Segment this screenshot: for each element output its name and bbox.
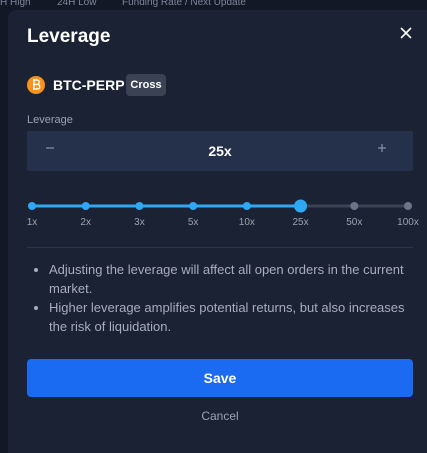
stop-label: 3x [134,217,145,228]
note: Adjusting the leverage will affect all o… [49,260,407,298]
slider-stop [242,202,251,210]
stop-label: 100x [397,217,419,228]
stop-label: 2x [80,217,91,228]
stop-label: 50x [346,217,362,228]
note: Higher leverage amplifies potential retu… [49,298,407,336]
stop-label: 10x [239,217,255,228]
divider [27,247,413,248]
slider-stop [350,202,359,210]
btc-icon [27,76,45,94]
cancel-button[interactable]: Cancel [201,409,239,423]
header-label: H High [0,0,31,8]
slider-stop [81,202,90,210]
header-label: Funding Rate / Next Update [122,0,246,8]
header-label: 24H Low [57,0,97,8]
close-icon[interactable] [400,27,412,39]
leverage-value: 25x [208,143,232,159]
stop-label: 5x [188,217,199,228]
slider-stop [135,202,144,210]
slider-thumb [294,199,308,213]
slider-stop [28,202,36,210]
stop-label: 1x [27,217,38,228]
save-button[interactable]: Save [27,359,413,397]
slider-stop [404,202,412,210]
notes: Adjusting the leverage will affect all o… [27,260,407,336]
leverage-input[interactable] [27,131,413,171]
asset-symbol: BTC-PERP [53,77,125,93]
plus-icon[interactable] [378,144,386,152]
slider[interactable]: 1x 2x 3x 5x 10x 25x 50x 100x [27,199,419,229]
field-label: Leverage [27,114,73,126]
modal: Leverage BTC-PERP Cross Leverage 25x Adj… [8,10,427,453]
margin-mode[interactable]: Cross [126,74,166,96]
modal-title: Leverage [27,26,111,47]
stop-label: 25x [293,217,309,228]
slider-stop [189,202,198,210]
